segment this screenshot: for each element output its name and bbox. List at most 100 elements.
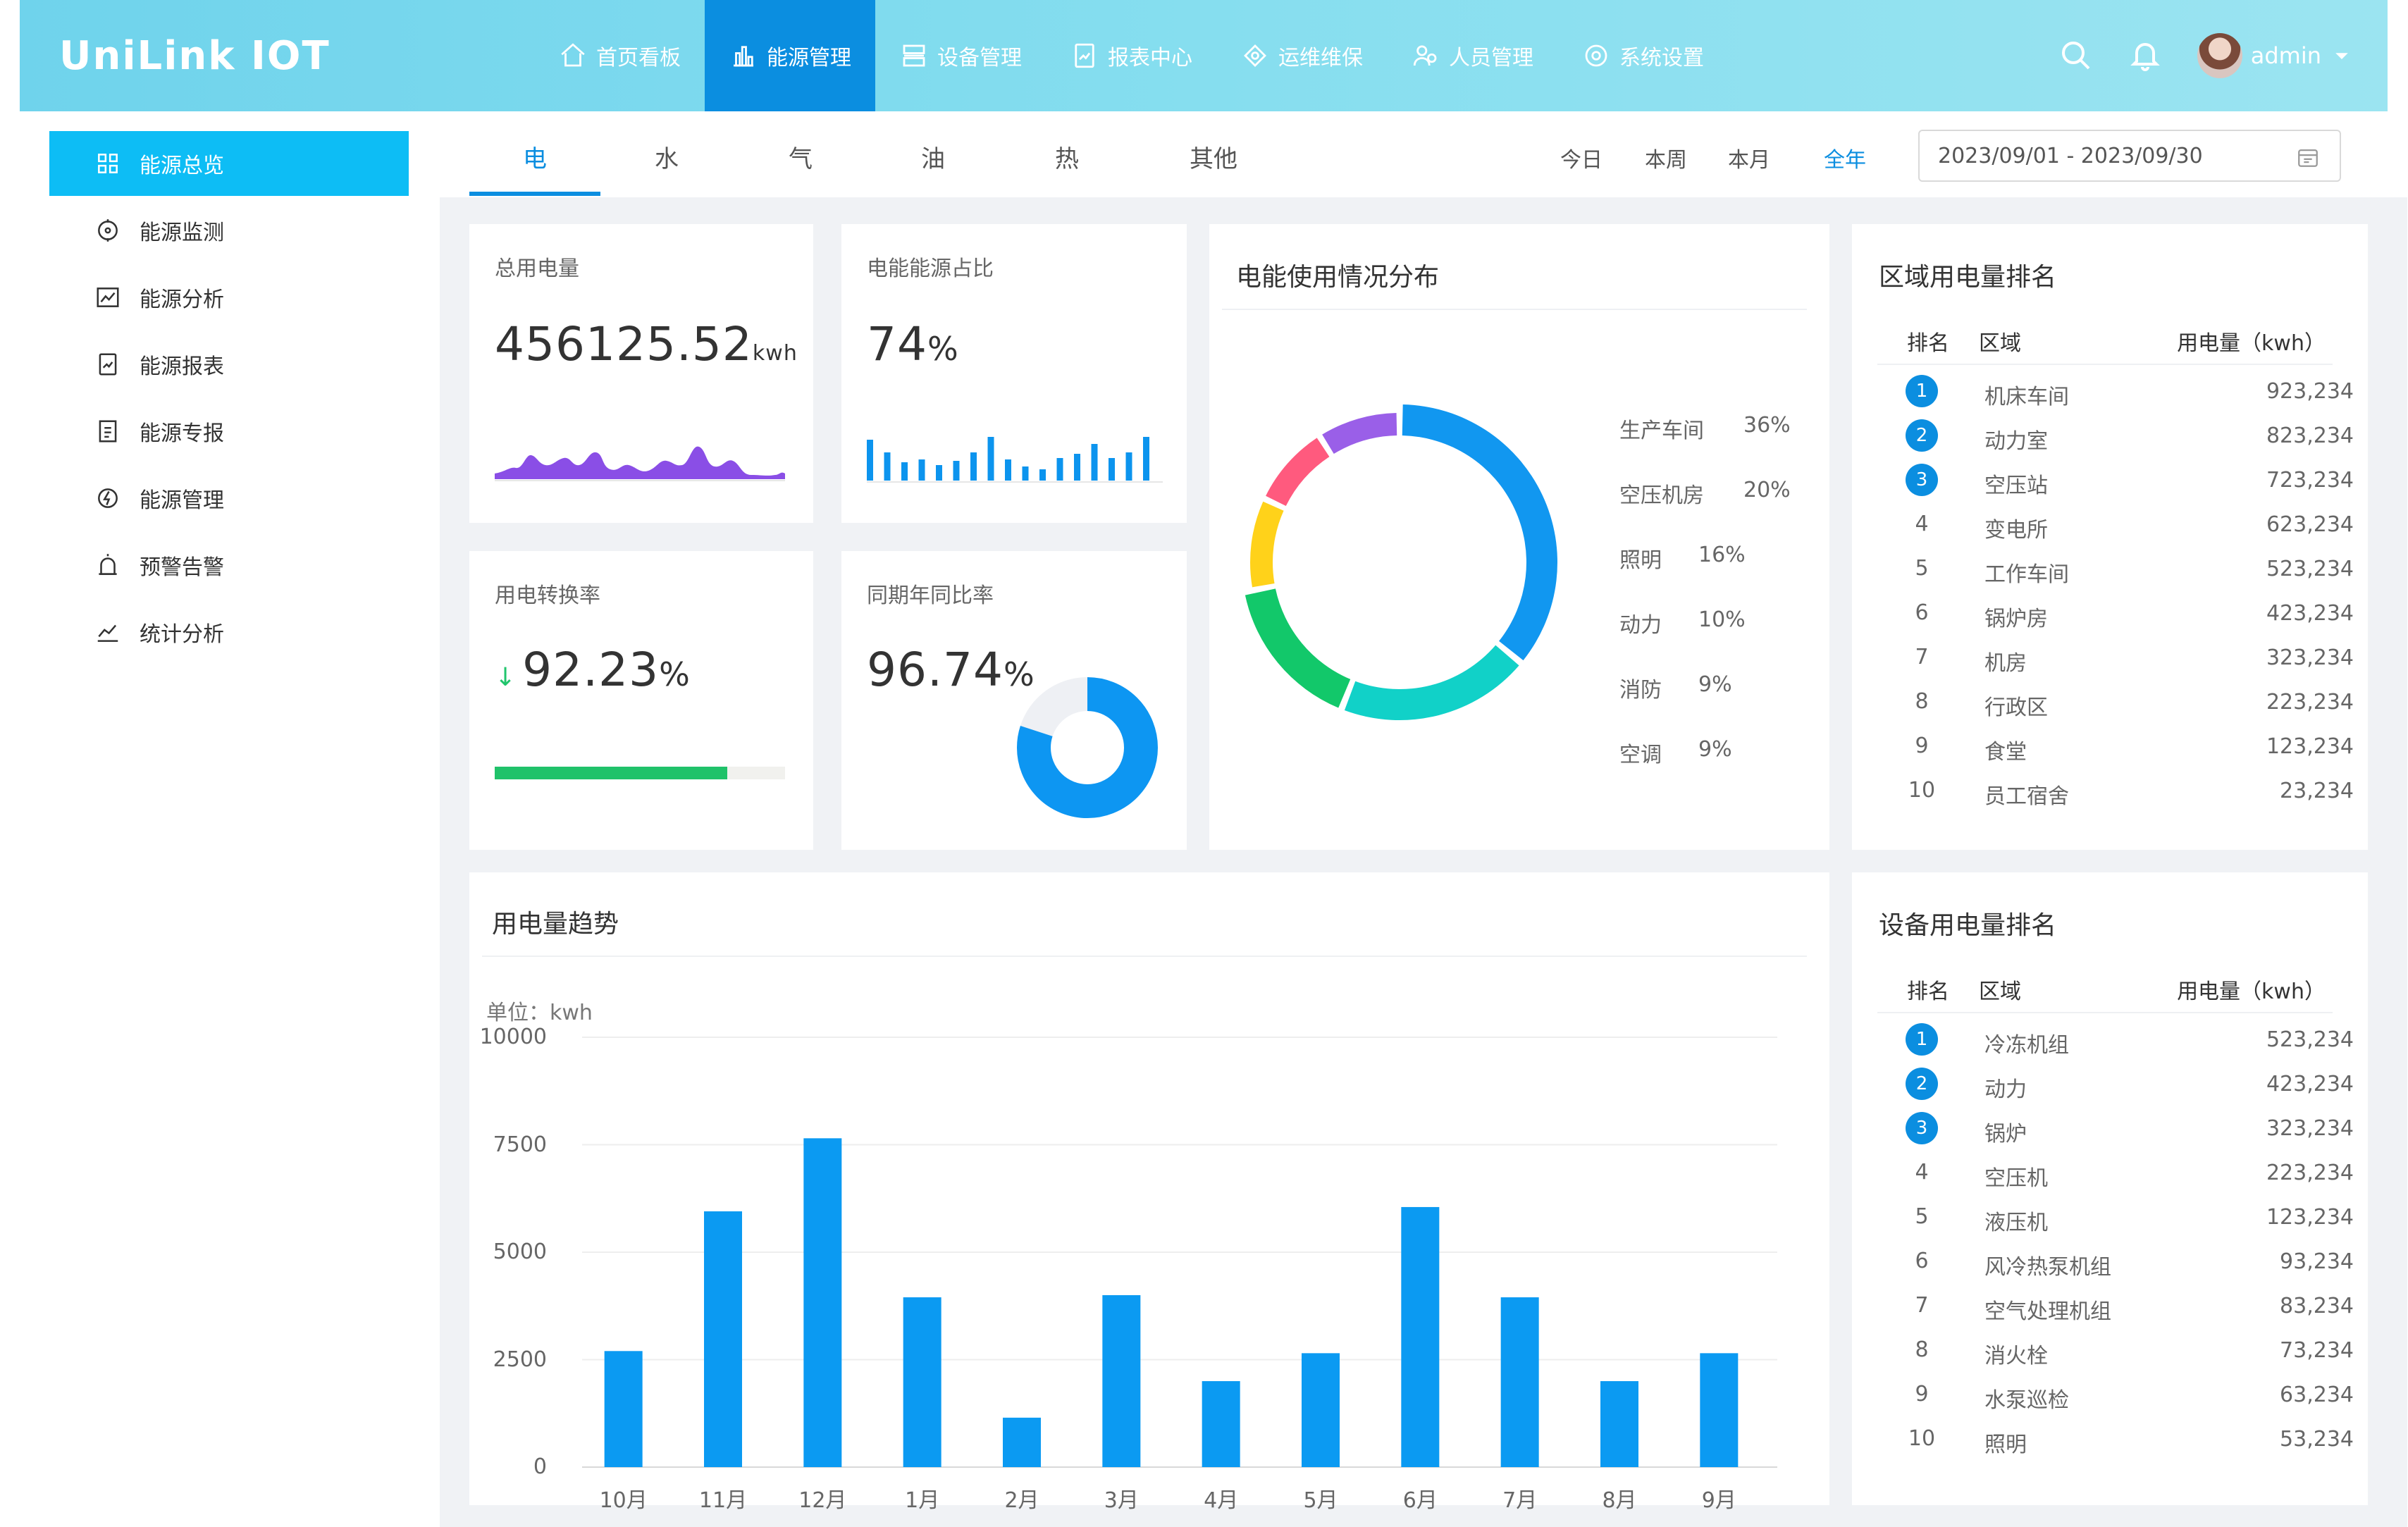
sidebar-item-0[interactable]: 能源总览	[49, 131, 409, 196]
share-minibar	[936, 465, 942, 481]
rank-row[interactable]: 4 变电所 623,234	[1886, 508, 2379, 552]
rank-row[interactable]: 7 机房 323,234	[1886, 641, 2379, 686]
username[interactable]: admin	[2250, 42, 2321, 69]
rank-name: 动力室	[1984, 429, 2048, 454]
rank-row[interactable]: 8 消火栓 73,234	[1886, 1334, 2379, 1378]
rank-row[interactable]: 6 锅炉房 423,234	[1886, 597, 2379, 641]
share-minibar	[1005, 459, 1011, 481]
nav-item-3[interactable]: 报表中心	[1046, 0, 1216, 111]
period-tab-1[interactable]: 本周	[1645, 148, 1687, 173]
search-icon[interactable]	[2059, 39, 2093, 73]
energy-tab-4[interactable]: 热	[1055, 145, 1079, 173]
sidebar-item-2[interactable]: 能源分析	[49, 265, 409, 330]
rank-name: 食堂	[1984, 740, 2027, 765]
kpi-yoy-label: 同期年同比率	[867, 583, 994, 608]
x-tick-label: 11月	[698, 1488, 748, 1513]
rank-row[interactable]: 5 工作车间 523,234	[1886, 552, 2379, 597]
donut-slice-3	[1250, 501, 1284, 588]
y-tick-label: 0	[533, 1454, 547, 1479]
sidebar-item-4[interactable]: 能源专报	[49, 399, 409, 464]
bar-2	[803, 1138, 842, 1467]
rank-row[interactable]: 7 空气处理机组 83,234	[1886, 1290, 2379, 1334]
rank-number: 10	[1908, 1426, 1936, 1451]
distribution-card: 电能使用情况分布 生产车间 36% 空压机房 20% 照明 16% 动力 10% 消防 9% 空调 9…	[1209, 224, 1829, 850]
rank-row[interactable]: 10 员工宿舍 23,234	[1886, 774, 2379, 819]
rank-row[interactable]: 9 食堂 123,234	[1886, 730, 2379, 774]
kpi-yoy-donut	[1017, 677, 1158, 818]
period-tab-2[interactable]: 本月	[1728, 148, 1770, 173]
nav-item-label: 人员管理	[1449, 46, 1533, 70]
bar-chart-icon	[734, 46, 753, 67]
energy-tab-3[interactable]: 油	[921, 145, 945, 173]
rank-number: 9	[1915, 1382, 1929, 1407]
trend-unit-label: 单位：kwh	[486, 1001, 593, 1025]
rank-number: 4	[1915, 512, 1929, 536]
donut-slice-2	[1245, 588, 1351, 708]
rank-row[interactable]: 9 水泵巡检 63,234	[1886, 1378, 2379, 1423]
rank-number: 2	[1906, 1068, 1938, 1100]
nav-item-4[interactable]: 运维维保	[1216, 0, 1387, 111]
nav-item-6[interactable]: 系统设置	[1557, 0, 1728, 111]
nav-item-2[interactable]: 设备管理	[875, 0, 1046, 111]
rank-row[interactable]: 1 机床车间 923,234	[1886, 375, 2379, 419]
y-tick-label: 2500	[493, 1347, 547, 1372]
bar-4	[1003, 1417, 1041, 1467]
chevron-down-icon[interactable]	[2331, 45, 2352, 66]
rank-row[interactable]: 1 冷冻机组 523,234	[1886, 1023, 2379, 1068]
sidebar-item-1[interactable]: 能源监测	[49, 198, 409, 263]
sidebar-item-label: 能源监测	[140, 221, 224, 245]
rank-number: 8	[1915, 689, 1929, 714]
avatar[interactable]	[2197, 33, 2242, 78]
region-rank-table: 排名 区域 用电量（kwh） 1 机床车间 923,234 2 动力室 823,234 3 空压站 7…	[1852, 326, 2368, 847]
date-range-picker[interactable]: 2023/09/01 - 2023/09/30	[1918, 130, 2341, 182]
rank-row[interactable]: 2 动力室 823,234	[1886, 419, 2379, 464]
period-tab-0[interactable]: 今日	[1560, 148, 1603, 173]
rank-header-1: 区域	[1979, 331, 2021, 356]
x-tick-label: 1月	[905, 1488, 940, 1513]
energy-tab-1[interactable]: 水	[655, 145, 679, 173]
nav-item-0[interactable]: 首页看板	[534, 0, 705, 111]
rank-number: 10	[1908, 778, 1936, 803]
rank-row[interactable]: 4 空压机 223,234	[1886, 1156, 2379, 1201]
bell-icon[interactable]	[2128, 39, 2162, 73]
nav-item-5[interactable]: 人员管理	[1387, 0, 1557, 111]
rank-row[interactable]: 8 行政区 223,234	[1886, 686, 2379, 730]
rank-row[interactable]: 3 锅炉 323,234	[1886, 1112, 2379, 1156]
rank-header-1: 区域	[1979, 979, 2021, 1004]
energy-tab-5[interactable]: 其他	[1190, 145, 1237, 173]
sidebar-item-label: 能源报表	[140, 354, 224, 379]
trend-card: 用电量趋势 单位：kwh 0 2500 5000 7500 10000 10月 11月 12月…	[469, 872, 1829, 1513]
nav-item-1[interactable]: 能源管理	[705, 0, 875, 111]
period-tab-3[interactable]: 全年	[1824, 148, 1866, 173]
top-nav: 首页看板 能源管理 设备管理 报表中心 运维维保 人员管理 系统设置	[534, 0, 1728, 111]
rank-value: 73,234	[2280, 1338, 2354, 1363]
rank-name: 冷冻机组	[1984, 1033, 2069, 1058]
energy-tab-0[interactable]: 电	[523, 145, 547, 173]
nav-item-label: 能源管理	[767, 46, 851, 70]
sidebar-item-7[interactable]: 统计分析	[49, 600, 409, 664]
rank-row[interactable]: 6 风冷热泵机组 93,234	[1886, 1245, 2379, 1290]
report-icon	[99, 353, 117, 376]
sidebar-item-label: 统计分析	[140, 622, 224, 647]
legend-value: 20%	[1743, 478, 1791, 502]
sidebar-item-3[interactable]: 能源报表	[49, 332, 409, 397]
top-header: UniLink IOT 首页看板 能源管理 设备管理 报表中心 运维维保 人员管理 系统设置…	[20, 0, 2388, 111]
bar-6	[1202, 1381, 1240, 1467]
app-logo[interactable]: UniLink IOT	[59, 31, 331, 80]
rank-value: 53,234	[2280, 1427, 2354, 1452]
rank-row[interactable]: 5 液压机 123,234	[1886, 1201, 2379, 1245]
device-rank-title: 设备用电量排名	[1879, 911, 2057, 940]
rank-row[interactable]: 2 动力 423,234	[1886, 1068, 2379, 1112]
date-range-value: 2023/09/01 - 2023/09/30	[1938, 143, 2203, 168]
nav-item-label: 运维维保	[1278, 46, 1363, 70]
rank-value: 423,234	[2266, 1072, 2354, 1096]
rank-value: 823,234	[2266, 424, 2354, 448]
rank-row[interactable]: 10 照明 53,234	[1886, 1423, 2379, 1467]
energy-tab-2[interactable]: 气	[789, 145, 813, 173]
rank-row[interactable]: 3 空压站 723,234	[1886, 464, 2379, 508]
sidebar-item-6[interactable]: 预警告警	[49, 533, 409, 598]
rank-number: 7	[1915, 645, 1929, 669]
sidebar-item-5[interactable]: 能源管理	[49, 466, 409, 531]
rank-name: 消火栓	[1984, 1344, 2048, 1368]
bar-11	[1700, 1353, 1739, 1467]
